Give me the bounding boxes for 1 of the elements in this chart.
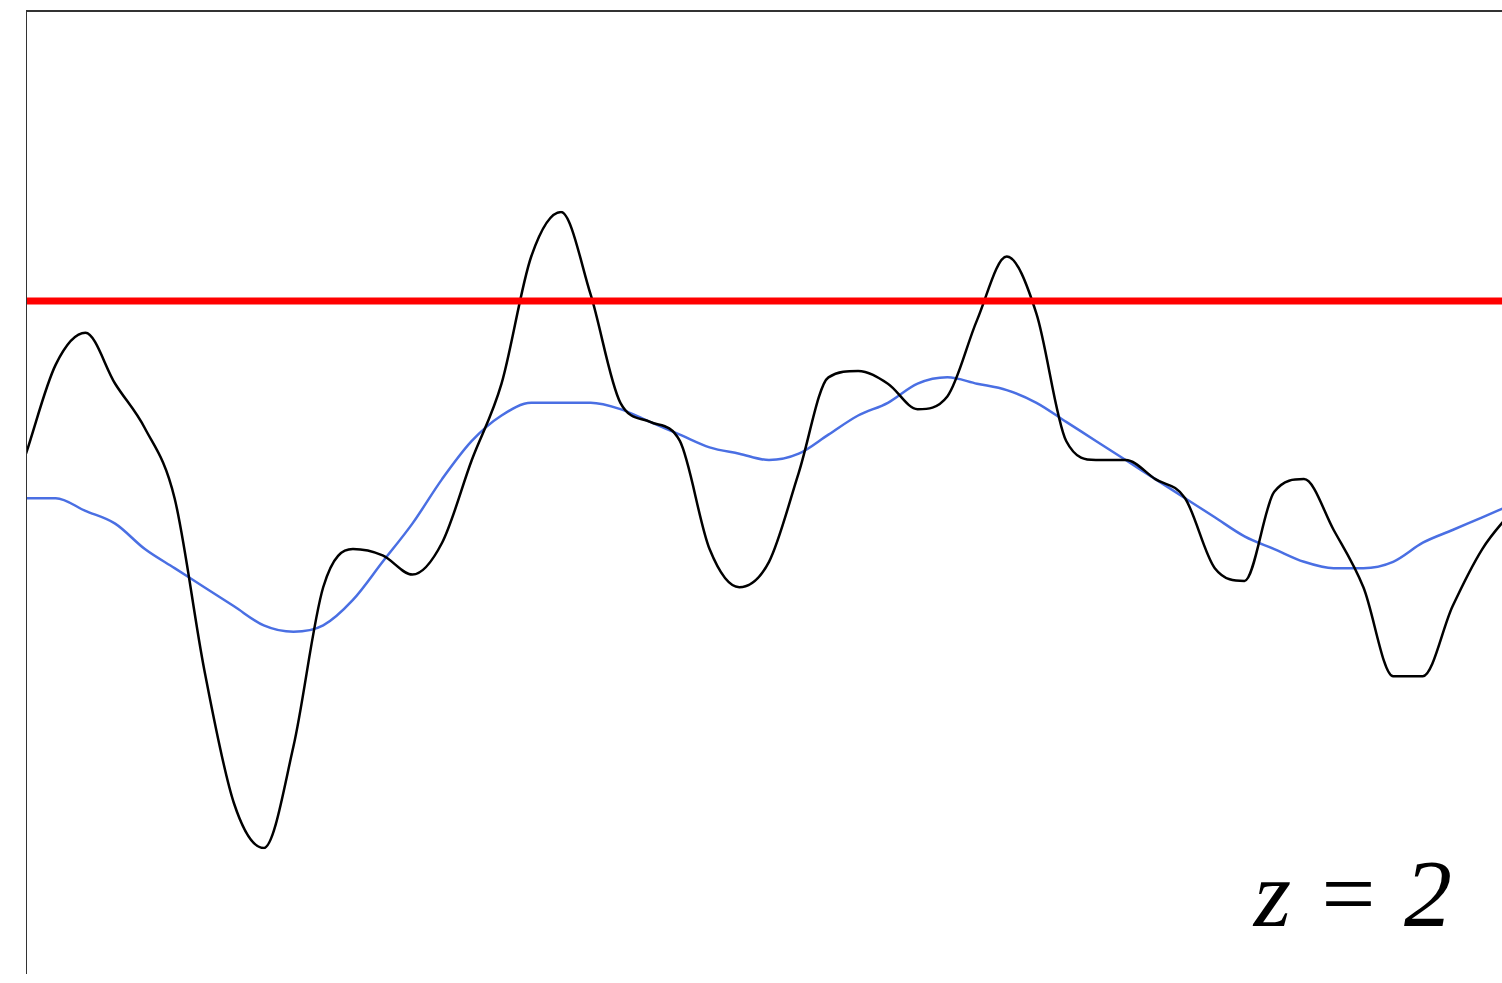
annotation: z = 2 [1251,840,1452,947]
